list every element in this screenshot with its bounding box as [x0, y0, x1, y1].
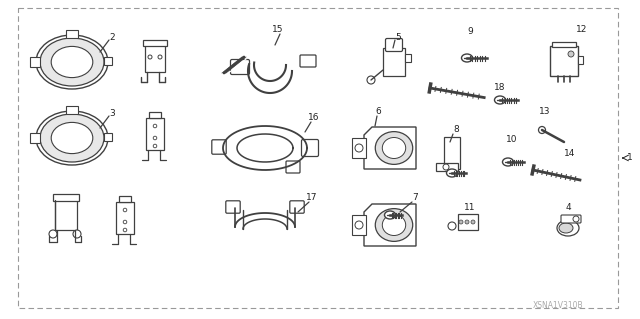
Ellipse shape — [51, 46, 93, 78]
FancyBboxPatch shape — [230, 60, 250, 75]
Ellipse shape — [382, 214, 406, 235]
FancyBboxPatch shape — [226, 201, 240, 213]
Bar — [436, 163, 458, 171]
FancyBboxPatch shape — [561, 215, 581, 223]
Circle shape — [538, 127, 545, 133]
Text: 9: 9 — [467, 27, 473, 36]
Text: 5: 5 — [395, 33, 401, 41]
Bar — [458, 214, 478, 230]
Text: 1: 1 — [627, 153, 633, 162]
Text: 7: 7 — [412, 194, 418, 203]
Bar — [444, 137, 460, 169]
Ellipse shape — [502, 158, 513, 166]
Text: 13: 13 — [540, 108, 551, 116]
Text: 16: 16 — [308, 114, 320, 122]
Ellipse shape — [36, 35, 108, 89]
Text: 14: 14 — [564, 149, 576, 158]
Bar — [146, 118, 164, 150]
Polygon shape — [364, 204, 416, 246]
Ellipse shape — [40, 38, 104, 86]
Ellipse shape — [495, 96, 506, 104]
Text: 11: 11 — [464, 204, 476, 212]
Bar — [53, 194, 79, 201]
Bar — [30, 133, 40, 143]
Ellipse shape — [51, 122, 93, 154]
Circle shape — [49, 230, 57, 238]
Circle shape — [448, 222, 456, 230]
Bar — [104, 57, 112, 65]
Text: 10: 10 — [506, 136, 518, 145]
Bar — [104, 133, 112, 141]
FancyBboxPatch shape — [300, 55, 316, 67]
Bar — [352, 215, 366, 235]
Ellipse shape — [382, 137, 406, 159]
Text: XSNA1V310B: XSNA1V310B — [532, 300, 583, 309]
Ellipse shape — [385, 211, 396, 219]
Text: 12: 12 — [576, 26, 588, 34]
Text: 18: 18 — [494, 84, 506, 93]
Ellipse shape — [461, 54, 472, 62]
Bar — [405, 54, 411, 62]
Bar — [383, 48, 405, 76]
Bar — [66, 106, 78, 114]
Text: 17: 17 — [307, 194, 317, 203]
Circle shape — [568, 51, 574, 57]
FancyBboxPatch shape — [290, 201, 304, 213]
Text: 8: 8 — [453, 125, 459, 135]
Text: 4: 4 — [565, 204, 571, 212]
Text: 3: 3 — [109, 108, 115, 117]
Bar — [66, 30, 78, 38]
Ellipse shape — [557, 220, 579, 236]
Circle shape — [459, 220, 463, 224]
Bar — [550, 46, 578, 76]
Ellipse shape — [375, 132, 413, 164]
Bar — [149, 112, 161, 118]
Bar — [116, 202, 134, 234]
Ellipse shape — [375, 209, 413, 241]
FancyBboxPatch shape — [301, 139, 319, 157]
Bar — [578, 56, 583, 64]
Circle shape — [465, 220, 469, 224]
Circle shape — [471, 220, 475, 224]
Text: 15: 15 — [272, 26, 284, 34]
Bar — [552, 42, 576, 47]
Bar — [119, 196, 131, 202]
Ellipse shape — [36, 111, 108, 165]
Text: 6: 6 — [375, 108, 381, 116]
Polygon shape — [364, 127, 416, 169]
Bar — [145, 44, 165, 72]
Text: 2: 2 — [109, 33, 115, 41]
Bar — [30, 57, 40, 67]
Ellipse shape — [40, 114, 104, 162]
Circle shape — [367, 76, 375, 84]
Bar — [143, 40, 167, 46]
Ellipse shape — [559, 223, 573, 233]
FancyBboxPatch shape — [286, 161, 300, 173]
Ellipse shape — [447, 169, 458, 177]
FancyBboxPatch shape — [212, 140, 226, 154]
FancyBboxPatch shape — [385, 39, 403, 51]
Circle shape — [73, 230, 81, 238]
Bar — [352, 138, 366, 158]
Bar — [55, 200, 77, 230]
